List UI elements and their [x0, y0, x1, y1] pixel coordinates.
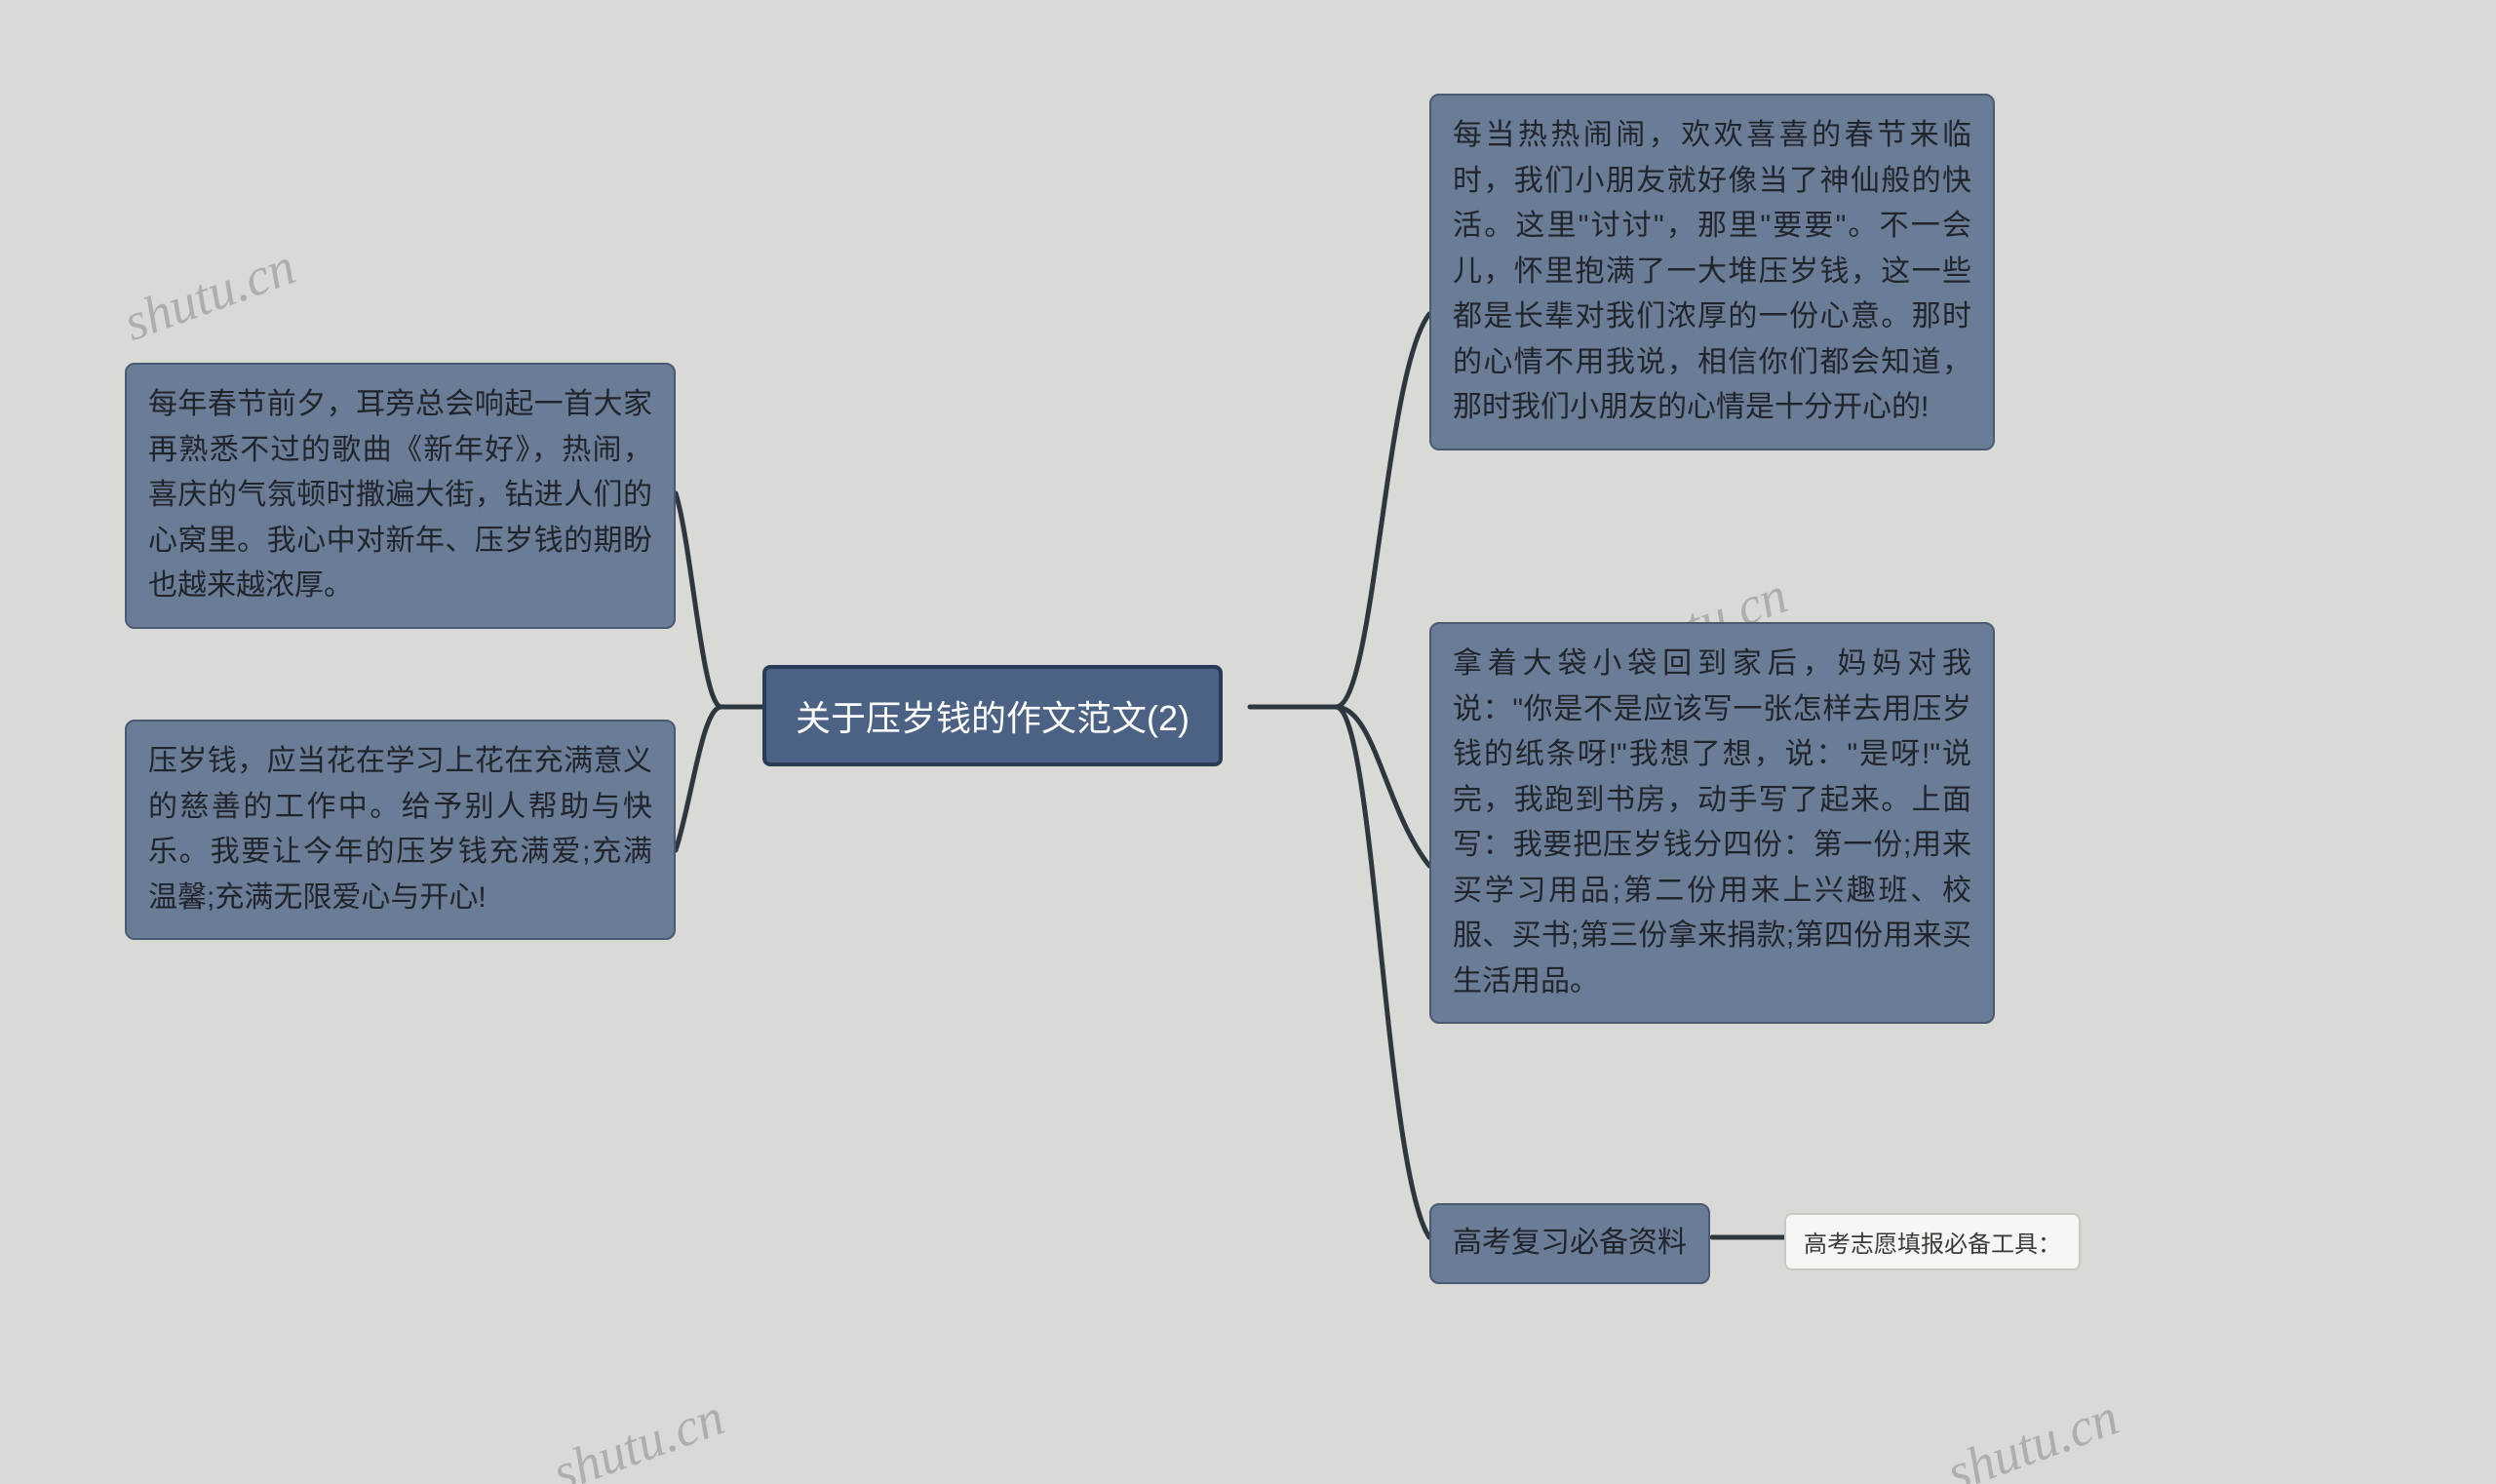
right-branch-2[interactable]: 拿着大袋小袋回到家后，妈妈对我说："你是不是应该写一张怎样去用压岁钱的纸条呀!"…: [1429, 622, 1995, 1024]
left-branch-1[interactable]: 每年春节前夕，耳旁总会响起一首大家再熟悉不过的歌曲《新年好》，热闹，喜庆的气氛顿…: [125, 363, 676, 629]
left-branch-2[interactable]: 压岁钱，应当花在学习上花在充满意义的慈善的工作中。给予别人帮助与快乐。我要让今年…: [125, 720, 676, 940]
right-branch-3[interactable]: 高考复习必备资料: [1429, 1203, 1710, 1284]
right-branch-3-leaf[interactable]: 高考志愿填报必备工具：: [1784, 1213, 2081, 1270]
mindmap-canvas: shutu.cn shutu.cn 树图shutu.cn shutu.cn 关于…: [0, 0, 2496, 1484]
center-node[interactable]: 关于压岁钱的作文范文(2): [762, 665, 1223, 766]
right-branch-1[interactable]: 每当热热闹闹，欢欢喜喜的春节来临时，我们小朋友就好像当了神仙般的快活。这里"讨讨…: [1429, 94, 1995, 450]
watermark: shutu.cn: [545, 1386, 732, 1484]
watermark: shutu.cn: [116, 236, 303, 353]
watermark: shutu.cn: [1939, 1386, 2126, 1484]
